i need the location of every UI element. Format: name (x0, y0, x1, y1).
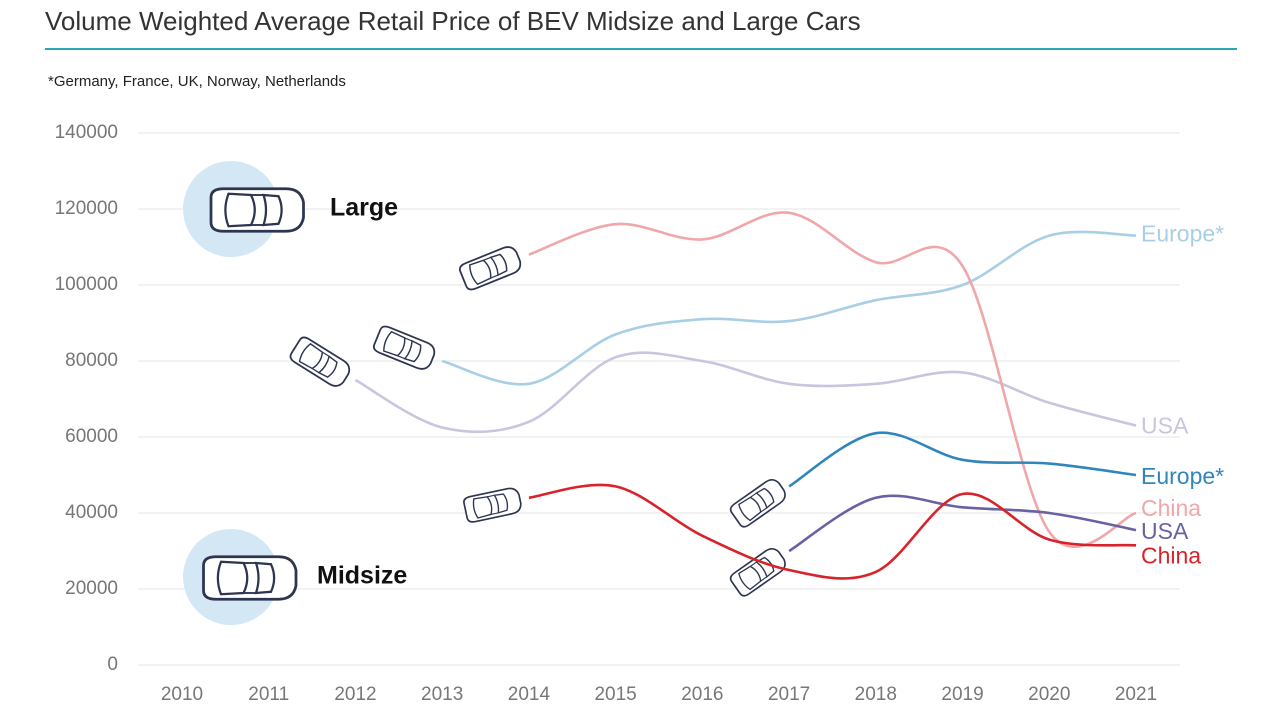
x-tick-label: 2014 (508, 684, 551, 705)
y-tick-label: 20000 (65, 578, 118, 599)
car-icon (209, 186, 306, 234)
x-tick-label: 2020 (1028, 684, 1070, 705)
series-label: USA (1141, 518, 1189, 544)
series-line (441, 230, 1137, 386)
series-line (528, 211, 1137, 549)
x-tick-label: 2015 (594, 684, 636, 705)
y-tick-label: 40000 (65, 502, 118, 523)
y-tick-label: 100000 (55, 274, 118, 295)
car-icon (371, 323, 439, 373)
car-icon (457, 243, 525, 293)
series-label: China (1141, 495, 1201, 521)
y-tick-label: 120000 (55, 198, 118, 219)
annotation: Large (330, 194, 398, 222)
annotation: Midsize (317, 562, 407, 590)
series-label: Europe* (1141, 463, 1224, 489)
x-tick-label: 2016 (681, 684, 723, 705)
x-tick-label: 2013 (421, 684, 463, 705)
series-line (354, 351, 1137, 434)
x-tick-label: 2021 (1115, 684, 1157, 705)
car-icon (287, 334, 354, 391)
y-tick-label: 140000 (55, 122, 118, 143)
x-tick-label: 2010 (161, 684, 203, 705)
series-label: USA (1141, 413, 1189, 439)
x-tick-label: 2019 (941, 684, 983, 705)
car-icon (727, 475, 790, 530)
y-tick-label: 0 (107, 654, 118, 675)
car-icon (201, 555, 298, 601)
series-line (788, 431, 1137, 488)
x-tick-label: 2018 (855, 684, 897, 705)
x-tick-label: 2011 (248, 684, 289, 705)
y-tick-label: 60000 (65, 426, 118, 447)
car-icon (462, 485, 524, 524)
x-tick-label: 2017 (768, 684, 810, 705)
y-tick-label: 80000 (65, 350, 118, 371)
series-label: China (1141, 542, 1201, 568)
series-line (528, 483, 1137, 580)
x-tick-label: 2012 (334, 684, 376, 705)
series-label: Europe* (1141, 221, 1224, 247)
subtitle: *Germany, France, UK, Norway, Netherland… (48, 73, 346, 90)
lines (354, 211, 1137, 580)
series-line (788, 494, 1137, 553)
chart-title: Volume Weighted Average Retail Price of … (45, 6, 861, 36)
